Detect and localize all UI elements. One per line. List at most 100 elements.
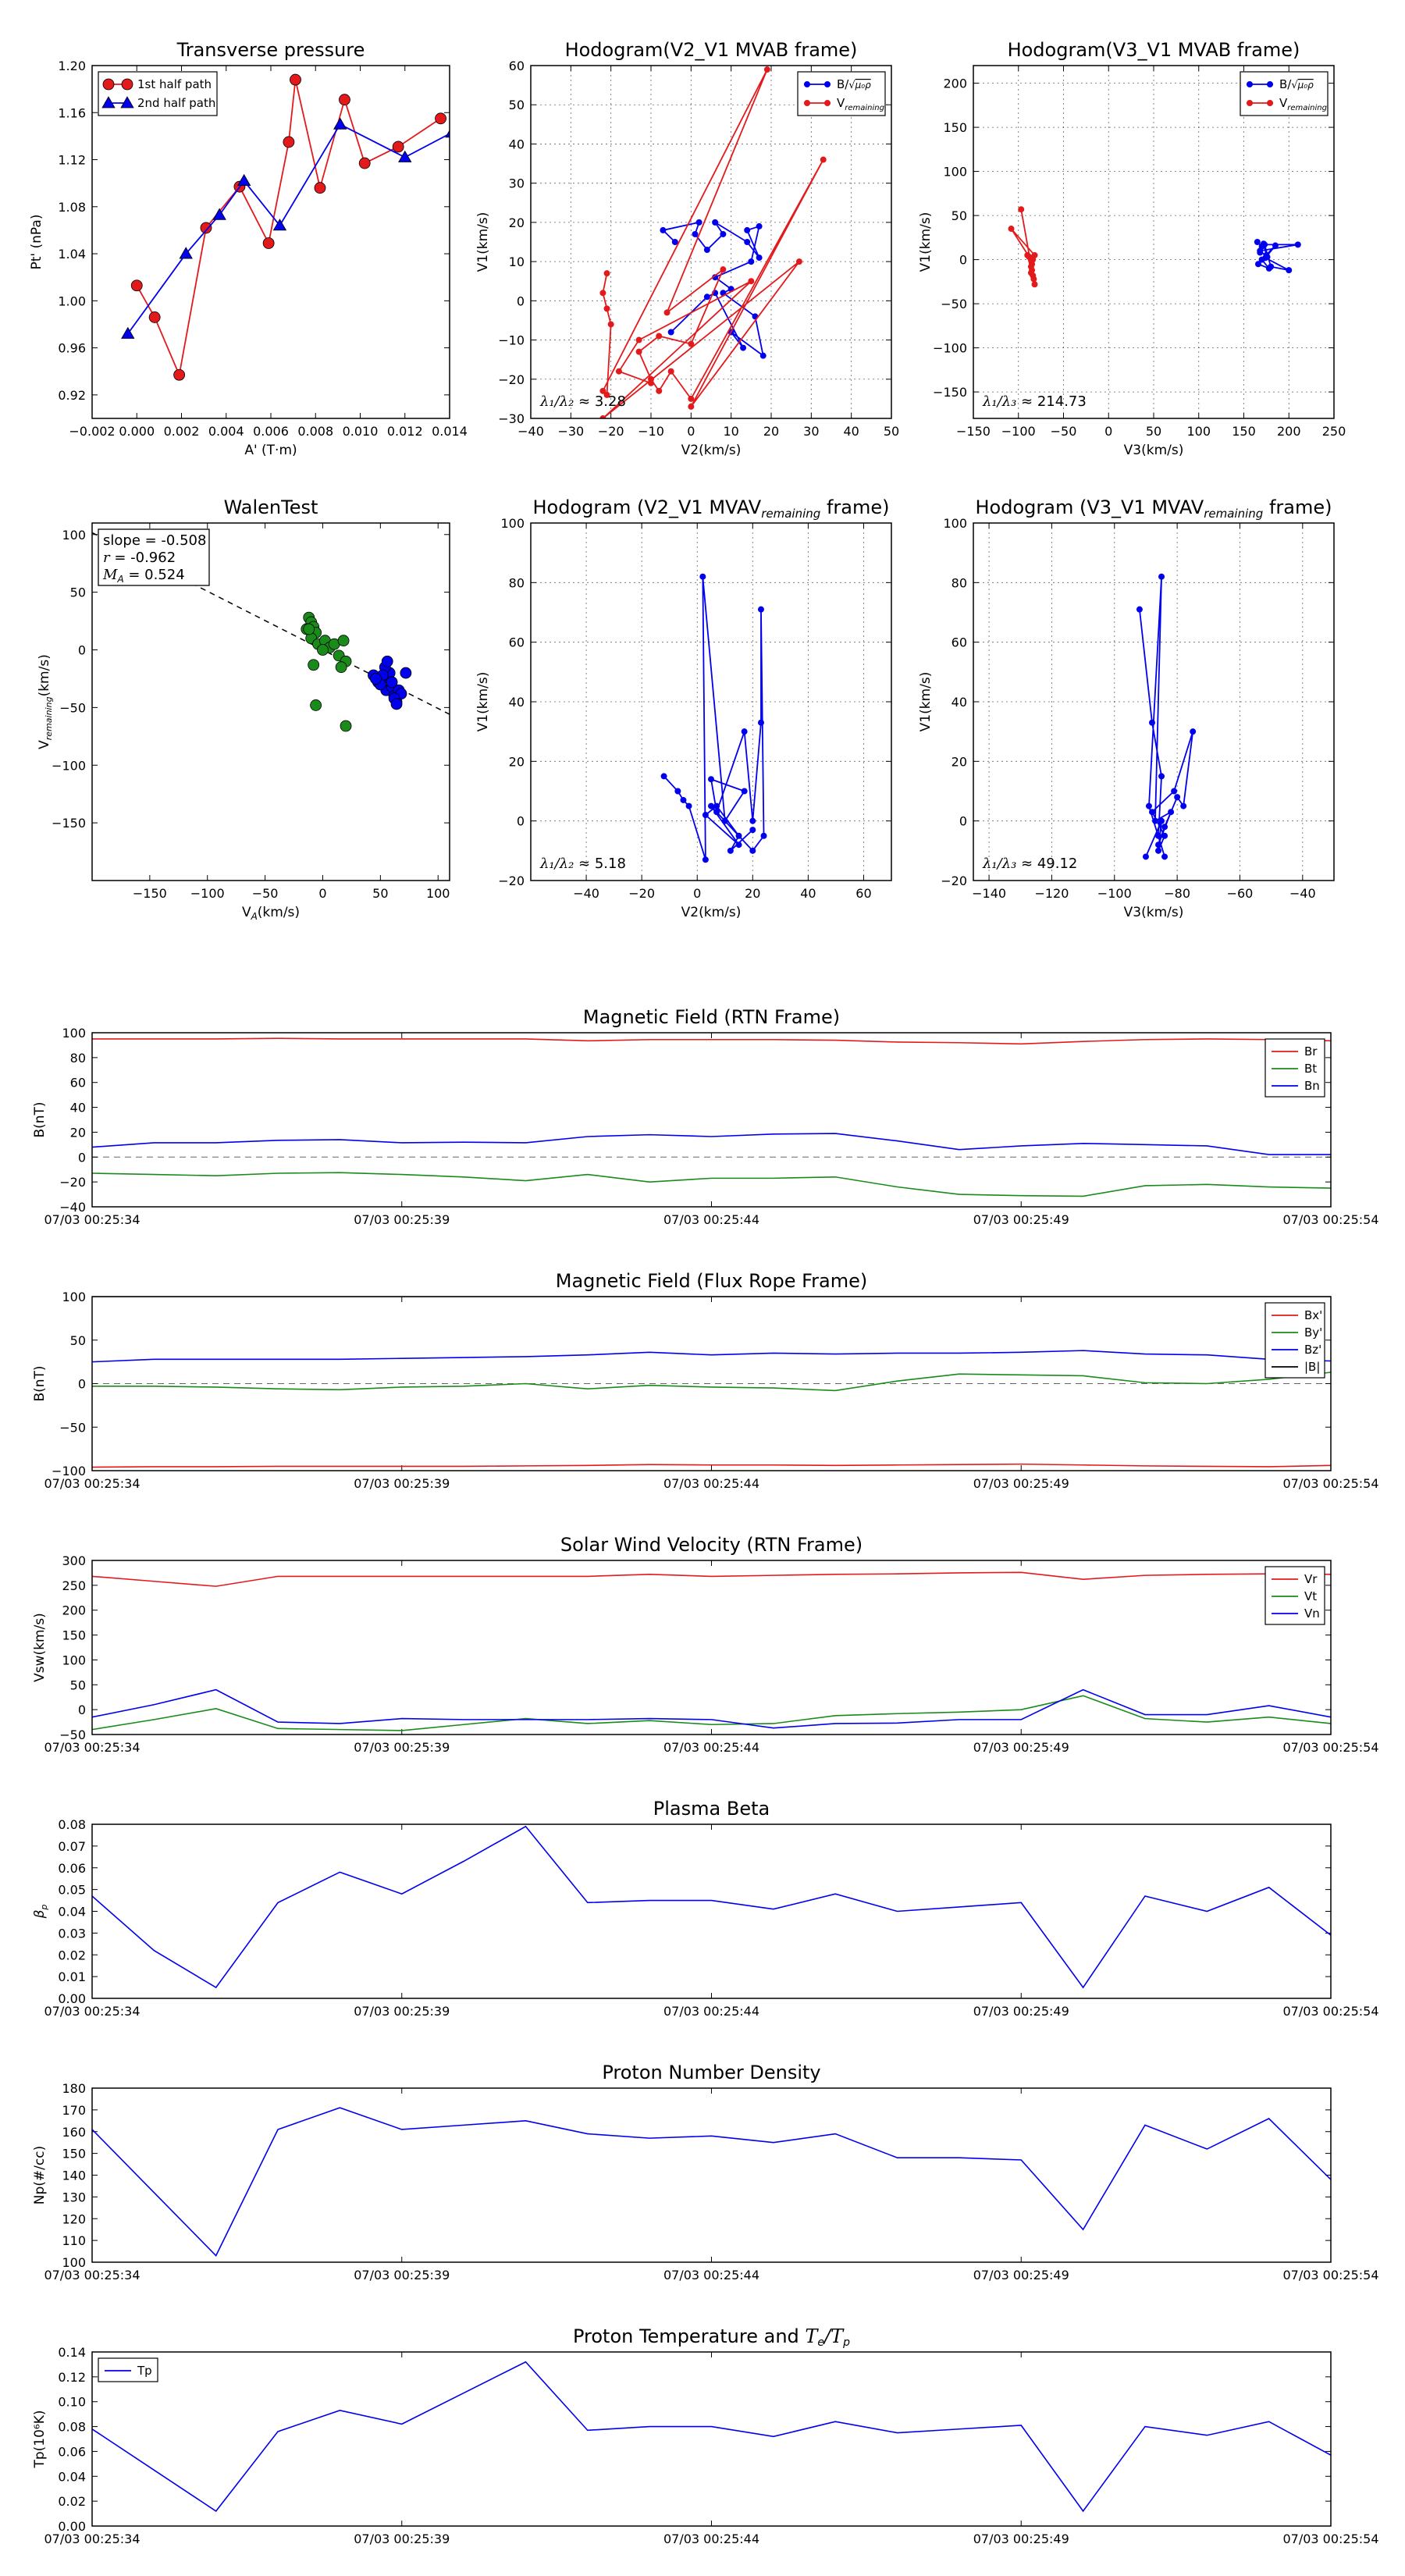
y-tick-label: −40 — [59, 1200, 86, 1215]
y-tick-label: −50 — [59, 700, 86, 715]
plot-area — [92, 1825, 1331, 1989]
data-point — [1272, 242, 1279, 249]
data-point — [756, 254, 763, 262]
y-tick-label: 10 — [509, 254, 525, 269]
y-tick-label: 60 — [70, 1076, 86, 1091]
eigen-ratio-annotation: λ₁/λ₂ ≈ 3.28 — [539, 393, 626, 410]
data-point — [749, 847, 756, 854]
data-point — [660, 773, 667, 780]
y-tick-label: −100 — [52, 1464, 86, 1478]
legend-frame — [1240, 71, 1329, 116]
chart-transverse: −0.002 0.000 0.002 0.004 0.006 0.008 0.010 0.01… — [29, 39, 468, 458]
x-tick-label: −150 — [956, 424, 991, 439]
chart-hodo_v2v1_rem: −40 −20 0 20 40 60 −20 0 20 40 60 80 100 Hodogram (V2… — [475, 496, 892, 920]
y-tick-label: 1.12 — [58, 153, 86, 168]
y-tick-label: 0.04 — [58, 1905, 86, 1920]
data-point — [358, 157, 371, 169]
legend: Br Bt Bn — [1264, 1038, 1325, 1098]
y-tick-label: 0.02 — [58, 1948, 86, 1962]
data-point — [712, 219, 719, 226]
data-point — [317, 644, 329, 656]
y-tick-label: 130 — [62, 2190, 86, 2204]
y-axis-label: V1(km/s) — [475, 212, 491, 272]
y-tick-label: 50 — [951, 208, 967, 223]
x-tick-label: −40 — [518, 424, 544, 439]
data-point — [763, 66, 770, 73]
data-point — [1171, 788, 1178, 795]
y-tick-label: 0.08 — [58, 2420, 86, 2435]
data-point — [702, 856, 709, 863]
x-axis-label: V3(km/s) — [1124, 443, 1184, 458]
data-point — [692, 230, 699, 237]
chart-tp: 07/03 00:25:34 07/03 00:25:39 07/03 00:25:… — [32, 2325, 1379, 2546]
x-tick-label: 07/03 00:25:39 — [354, 2004, 450, 2019]
data-point — [599, 387, 606, 394]
chart-title: WalenTest — [224, 496, 318, 518]
data-point — [607, 321, 614, 328]
plot-area — [92, 1571, 1331, 1731]
data-point — [749, 827, 756, 834]
x-tick-label: −150 — [133, 886, 167, 901]
y-tick-label: −100 — [933, 341, 967, 356]
y-tick-label: 200 — [943, 76, 967, 91]
plot-frame — [91, 522, 450, 881]
data-point — [237, 173, 251, 187]
stats-line: MA = 0.524 — [102, 567, 185, 585]
legend-label: Tp — [137, 2364, 152, 2378]
data-point — [727, 847, 734, 854]
y-tick-label: 0 — [959, 814, 967, 829]
data-point — [339, 94, 350, 106]
y-tick-label: 0.06 — [58, 1861, 86, 1876]
chart-beta: 07/03 00:25:34 07/03 00:25:39 07/03 00:25:… — [32, 1798, 1379, 2019]
y-tick-label: 100 — [943, 165, 967, 180]
data-point — [744, 226, 751, 233]
x-tick-label: 07/03 00:25:39 — [354, 2532, 450, 2546]
x-tick-label: 07/03 00:25:49 — [973, 2004, 1069, 2019]
chart-walen: −150 −100 −50 0 50 100 −150 −100 −50 0 50 100 WalenT… — [37, 496, 450, 922]
data-point — [663, 309, 670, 316]
y-tick-label: 0.01 — [58, 1969, 86, 1984]
data-point — [340, 720, 352, 732]
x-tick-label: −50 — [252, 886, 279, 901]
y-tick-label: 100 — [62, 2255, 86, 2270]
data-point — [703, 294, 710, 301]
data-point — [735, 841, 742, 849]
y-tick-label: 0 — [959, 253, 967, 268]
data-point — [1161, 853, 1168, 860]
legend-label: Bz' — [1304, 1343, 1321, 1357]
y-tick-label: 200 — [62, 1603, 86, 1618]
y-tick-label: 50 — [70, 585, 86, 600]
x-tick-label: 07/03 00:25:39 — [354, 1212, 450, 1227]
y-tick-label: 160 — [62, 2125, 86, 2140]
legend-marker — [1247, 81, 1253, 87]
chart-vsw: 07/03 00:25:34 07/03 00:25:39 07/03 00:25:… — [32, 1534, 1379, 1755]
legend-marker — [804, 81, 810, 87]
y-tick-label: 0.96 — [58, 341, 86, 356]
stats-box-frame — [98, 528, 210, 586]
y-tick-label: 1.04 — [58, 247, 86, 262]
x-tick-label: 07/03 00:25:54 — [1282, 1740, 1378, 1755]
legend-frame — [98, 2357, 158, 2382]
x-tick-label: 07/03 00:25:39 — [354, 1476, 450, 1491]
data-point — [179, 247, 193, 259]
y-tick-label: 100 — [62, 1290, 86, 1304]
data-point — [1155, 841, 1162, 849]
legend-marker — [120, 96, 134, 109]
data-point — [1161, 824, 1168, 831]
x-tick-label: 40 — [800, 886, 816, 901]
y-tick-label: −30 — [498, 411, 525, 426]
data-point — [308, 659, 320, 671]
data-point — [648, 379, 654, 386]
x-tick-label: 0.012 — [387, 424, 423, 439]
chart-bfield_rtn: 07/03 00:25:34 07/03 00:25:39 07/03 00:25:… — [32, 1006, 1379, 1227]
data-point — [721, 817, 728, 824]
x-tick-label: 07/03 00:25:34 — [44, 2532, 140, 2546]
legend-marker — [121, 78, 133, 91]
data-point — [1027, 269, 1034, 276]
x-tick-label: −40 — [573, 886, 599, 901]
x-tick-label: −100 — [1097, 886, 1132, 901]
x-axis-label: VA(km/s) — [242, 905, 300, 922]
x-tick-label: 40 — [843, 424, 859, 439]
data-point — [333, 117, 347, 130]
data-point — [599, 415, 606, 418]
